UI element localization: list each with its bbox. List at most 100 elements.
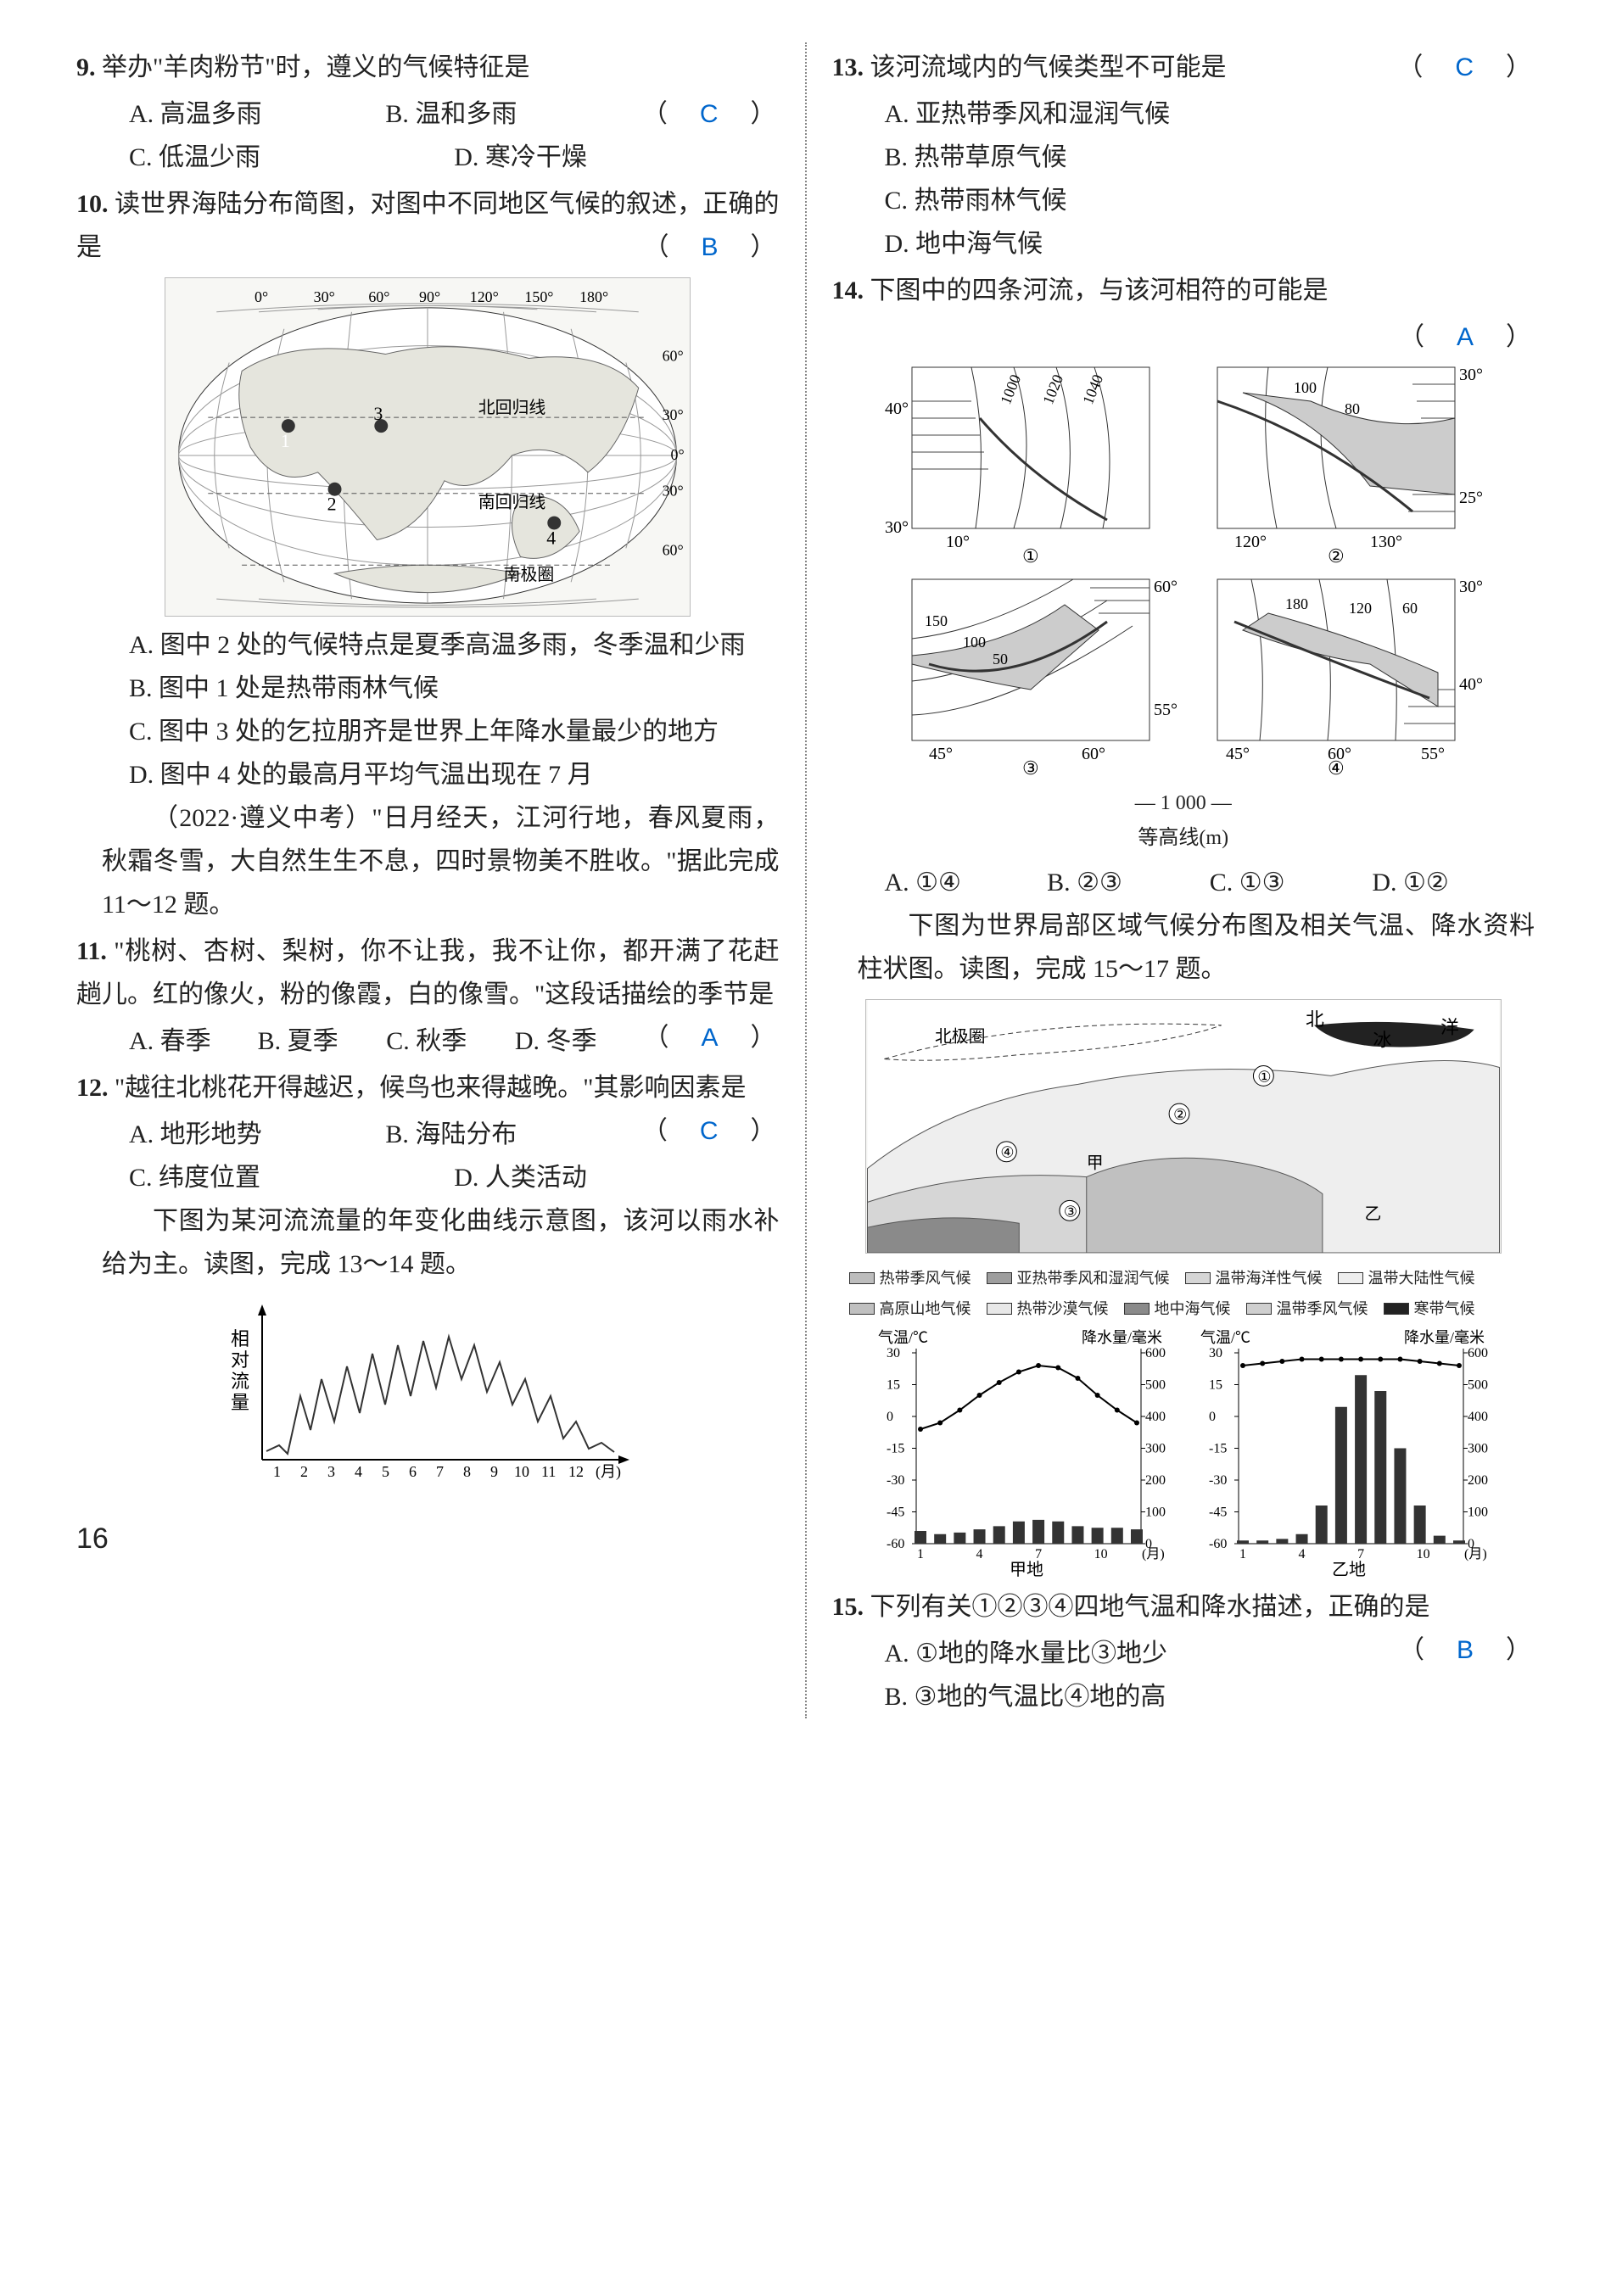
answer-bracket: （ C ）: [642, 92, 780, 136]
context-13-14: 下图为某河流流量的年变化曲线示意图，该河以雨水补给为主。读图，完成 13～14 …: [76, 1199, 780, 1286]
q11-opt-a: A. 春季: [129, 1020, 258, 1063]
q12-answer: C: [700, 1117, 722, 1145]
svg-text:40°: 40°: [885, 399, 909, 418]
context-11-12: （2022·遵义中考）"日月经天，江河行地，春风夏雨，秋霜冬雪，大自然生生不息，…: [76, 796, 780, 926]
q9-text: 举办"羊肉粉节"时，遵义的气候特征是: [102, 53, 530, 81]
q9-opt-a: A. 高温多雨: [129, 92, 385, 136]
q15-answer: B: [1457, 1636, 1477, 1664]
page-number: 16: [76, 1515, 780, 1564]
q13-text: 该河流域内的气候类型不可能是: [870, 53, 1227, 81]
q11-stem: 11. "桃树、杏树、梨树，你不让我，我不让你，都开满了花赶趟儿。红的像火，粉的…: [76, 930, 780, 1016]
context-15-17: 下图为世界局部区域气候分布图及相关气温、降水资料柱状图。读图，完成 15～17 …: [832, 904, 1535, 991]
q13-opt-d: D. 地中海气候: [832, 222, 1535, 265]
svg-text:50: 50: [993, 651, 1008, 668]
svg-text:120: 120: [1349, 600, 1372, 617]
svg-text:600: 600: [1468, 1346, 1488, 1360]
svg-text:1: 1: [1239, 1547, 1246, 1561]
svg-text:25°: 25°: [1459, 489, 1483, 507]
q13-answer: C: [1455, 53, 1477, 81]
q9-answer: C: [700, 100, 722, 128]
svg-text:乙: 乙: [1364, 1204, 1381, 1223]
q10-answer: B: [701, 233, 721, 261]
q15-stem: 15. 下列有关①②③④四地气温和降水描述，正确的是 （ B ）: [832, 1585, 1535, 1628]
svg-text:30°: 30°: [885, 518, 909, 537]
svg-text:10: 10: [1416, 1547, 1429, 1561]
svg-text:30: 30: [887, 1346, 900, 1360]
svg-text:2: 2: [300, 1463, 308, 1480]
q14-stem: 14. 下图中的四条河流，与该河相符的可能是: [832, 269, 1535, 312]
svg-text:200: 200: [1468, 1473, 1488, 1488]
q12-options-ab: A. 地形地势 B. 海陆分布: [76, 1113, 642, 1156]
q13-opt-a: A. 亚热带季风和湿润气候: [832, 92, 1535, 136]
q9-opt-c: C. 低温少雨: [129, 136, 454, 179]
svg-text:55°: 55°: [1154, 701, 1177, 719]
answer-bracket: （ A ）: [1399, 316, 1535, 359]
svg-text:400: 400: [1468, 1410, 1488, 1424]
svg-text:③: ③: [1022, 757, 1039, 779]
q10-opt-a: A. 图中 2 处的气候特点是夏季高温多雨，冬季温和少雨: [76, 623, 780, 667]
svg-text:降水量/毫米: 降水量/毫米: [1082, 1329, 1162, 1346]
q12-opt-b: B. 海陆分布: [385, 1113, 641, 1156]
svg-text:11: 11: [541, 1463, 556, 1480]
svg-text:60°: 60°: [663, 348, 684, 365]
svg-text:北极圈: 北极圈: [935, 1027, 986, 1046]
q12-text: "越往北桃花开得越迟，候鸟也来得越晚。"其影响因素是: [115, 1074, 747, 1102]
svg-text:100: 100: [1145, 1505, 1166, 1519]
svg-text:30°: 30°: [663, 406, 684, 423]
svg-text:12: 12: [568, 1463, 584, 1480]
svg-text:60°: 60°: [663, 541, 684, 558]
svg-text:甲地: 甲地: [1010, 1560, 1043, 1579]
svg-text:120°: 120°: [1234, 533, 1267, 551]
svg-text:0°: 0°: [671, 446, 685, 463]
svg-text:10: 10: [514, 1463, 529, 1480]
q11-num: 11.: [76, 937, 107, 965]
svg-text:60°: 60°: [1082, 745, 1105, 763]
svg-text:30°: 30°: [1459, 578, 1483, 596]
q13-opt-b: B. 热带草原气候: [832, 136, 1535, 179]
q13-opt-c: C. 热带雨林气候: [832, 179, 1535, 222]
svg-text:-30: -30: [1209, 1473, 1227, 1488]
svg-text:②: ②: [1328, 545, 1345, 567]
svg-text:30°: 30°: [314, 288, 335, 305]
q15-text: 下列有关①②③④四地气温和降水描述，正确的是: [870, 1593, 1430, 1621]
svg-text:180°: 180°: [579, 288, 608, 305]
right-column: 13. 该河流域内的气候类型不可能是 （ C ） A. 亚热带季风和湿润气候 B…: [832, 42, 1535, 1718]
svg-text:0: 0: [887, 1410, 893, 1424]
svg-text:8: 8: [463, 1463, 471, 1480]
q11-text: "桃树、杏树、梨树，你不让我，我不让你，都开满了花赶趟儿。红的像火，粉的像霞，白…: [76, 937, 780, 1008]
world-map-figure: 北回归线 南回归线 南极圈 1 2 3 4 0° 30° 60° 90° 120…: [165, 277, 691, 617]
svg-text:3: 3: [374, 403, 383, 424]
q14-panels-figure: 1000 1020 1040 40° 30° 10° ① 100 80 30° …: [878, 359, 1489, 783]
svg-text:0: 0: [1209, 1410, 1216, 1424]
tropic-s-label: 南回归线: [478, 493, 546, 512]
svg-text:-45: -45: [1209, 1505, 1227, 1519]
svg-text:300: 300: [1145, 1441, 1166, 1455]
svg-text:①: ①: [1022, 545, 1039, 567]
svg-text:9: 9: [490, 1463, 498, 1480]
svg-text:北: 北: [1306, 1008, 1324, 1029]
q15-num: 15.: [832, 1593, 864, 1621]
svg-text:45°: 45°: [1226, 745, 1250, 763]
climate-charts: 气温/℃ 降水量/毫米 30150-15-30-45-6060050040030…: [832, 1327, 1535, 1582]
svg-text:120°: 120°: [470, 288, 499, 305]
svg-text:(月): (月): [1142, 1547, 1165, 1561]
svg-text:10: 10: [1094, 1547, 1107, 1561]
q14-opt-b: B. ②③: [1047, 861, 1210, 904]
svg-text:-45: -45: [887, 1505, 904, 1519]
svg-text:②: ②: [1173, 1106, 1187, 1123]
svg-text:流: 流: [231, 1371, 249, 1392]
q10-stem: 10. 读世界海陆分布简图，对图中不同地区气候的叙述，正确的是 （ B ）: [76, 182, 780, 269]
svg-text:180: 180: [1285, 595, 1308, 612]
q11-options: A. 春季 B. 夏季 C. 秋季 D. 冬季: [76, 1020, 643, 1063]
q14-options: A. ①④ B. ②③ C. ①③ D. ①②: [832, 861, 1535, 904]
climate-legend: 热带季风气候亚热带季风和湿润气候温带海洋性气候温带大陆性气候高原山地气候热带沙漠…: [832, 1260, 1535, 1327]
svg-text:2: 2: [327, 494, 337, 515]
q11-opt-c: C. 秋季: [386, 1020, 515, 1063]
svg-text:1: 1: [917, 1547, 924, 1561]
svg-text:④: ④: [1000, 1143, 1014, 1160]
q9-options-ab: A. 高温多雨 B. 温和多雨: [76, 92, 642, 136]
q10-opt-c: C. 图中 3 处的乞拉朋齐是世界上年降水量最少的地方: [76, 710, 780, 753]
svg-text:300: 300: [1468, 1441, 1488, 1455]
svg-text:400: 400: [1145, 1410, 1166, 1424]
svg-text:4: 4: [547, 527, 557, 548]
